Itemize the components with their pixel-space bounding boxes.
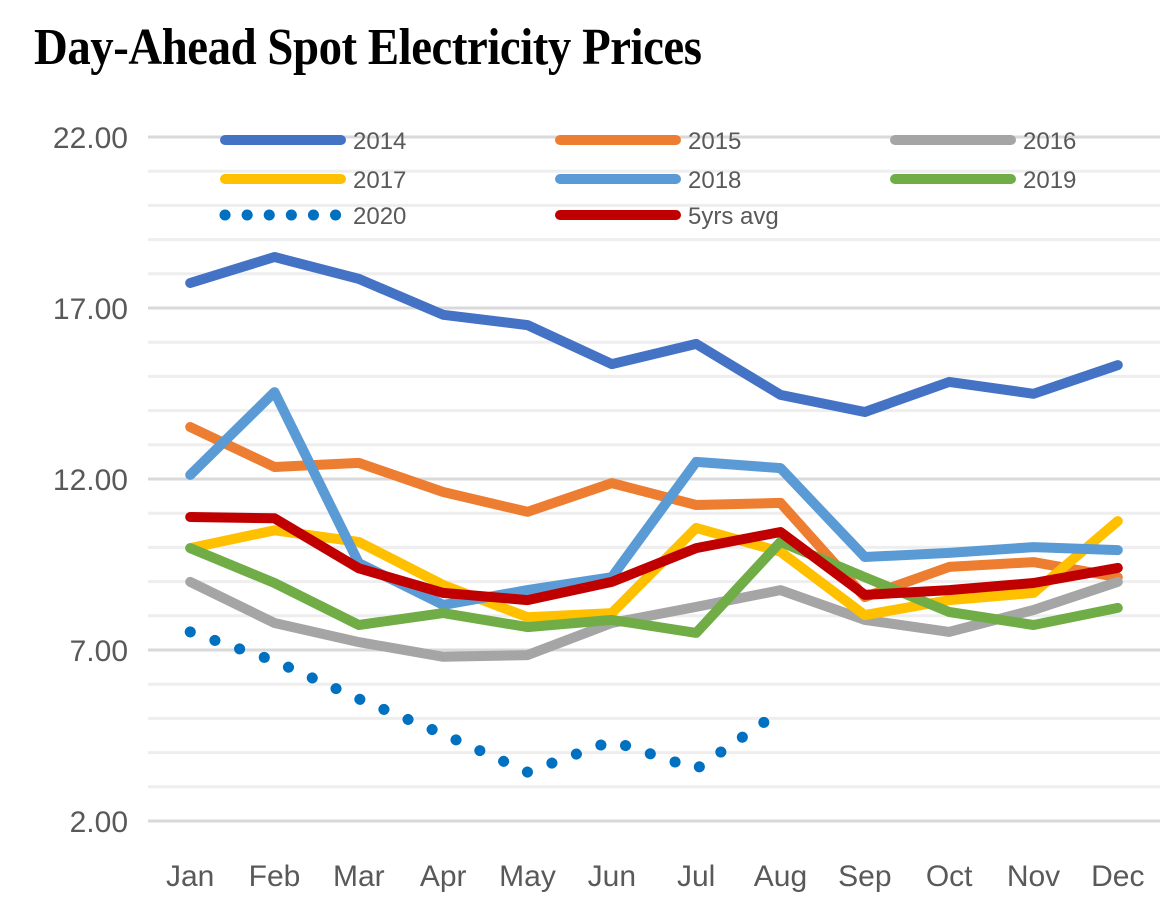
y-tick-label: 12.00 — [53, 464, 128, 497]
legend-item: 2016 — [890, 128, 1076, 155]
x-tick-label: Sep — [838, 860, 891, 893]
x-tick-label: Mar — [333, 860, 385, 893]
legend-label: 2019 — [1023, 167, 1076, 194]
legend-label: 2020 — [353, 203, 406, 230]
series-line-5yrs-avg — [185, 512, 1123, 606]
legend-item: 2019 — [890, 167, 1076, 194]
legend-item: 2015 — [555, 128, 741, 155]
y-tick-label: 7.00 — [70, 635, 128, 668]
legend-item: 2018 — [555, 167, 741, 194]
legend-label: 2016 — [1023, 128, 1076, 155]
x-tick-label: Nov — [1007, 860, 1060, 893]
series-line-2016 — [185, 576, 1123, 662]
x-tick-label: Jul — [677, 860, 715, 893]
legend-label: 5yrs avg — [688, 203, 779, 230]
legend-label: 2018 — [688, 167, 741, 194]
x-tick-label: Apr — [420, 860, 467, 893]
series-lines — [184, 252, 1123, 778]
x-tick-label: Jun — [588, 860, 636, 893]
x-tick-label: Dec — [1091, 860, 1144, 893]
x-tick-label: Jan — [166, 860, 214, 893]
y-tick-label: 2.00 — [70, 806, 128, 839]
x-tick-label: Oct — [926, 860, 973, 893]
x-tick-label: Feb — [249, 860, 301, 893]
y-tick-label: 22.00 — [53, 122, 128, 155]
series-line-2015 — [185, 422, 1123, 602]
series-line-2020 — [184, 626, 786, 778]
y-tick-label: 17.00 — [53, 293, 128, 326]
legend-item: 2017 — [220, 167, 406, 194]
series-line-2014 — [185, 252, 1123, 417]
x-tick-label: May — [499, 860, 556, 893]
legend-item: 2020 — [219, 203, 406, 230]
legend-item: 5yrs avg — [555, 203, 779, 230]
series-line-2018 — [185, 387, 1123, 610]
legend-label: 2015 — [688, 128, 741, 155]
gridlines — [148, 135, 1160, 823]
legend-item: 2014 — [220, 128, 406, 155]
legend-label: 2017 — [353, 167, 406, 194]
x-tick-label: Aug — [754, 860, 807, 893]
legend: 2014 2015 2016 2017 2018 2019 2020 5yrs avg — [219, 128, 1076, 230]
y-axis: 2.00 7.00 12.00 17.00 22.00 — [53, 122, 128, 839]
chart-title: Day-Ahead Spot Electricity Prices — [34, 19, 702, 76]
series-line-2019 — [185, 536, 1123, 638]
legend-label: 2014 — [353, 128, 406, 155]
x-axis: Jan Feb Mar Apr May Jun Jul Aug Sep Oct Nov Dec — [166, 860, 1145, 893]
